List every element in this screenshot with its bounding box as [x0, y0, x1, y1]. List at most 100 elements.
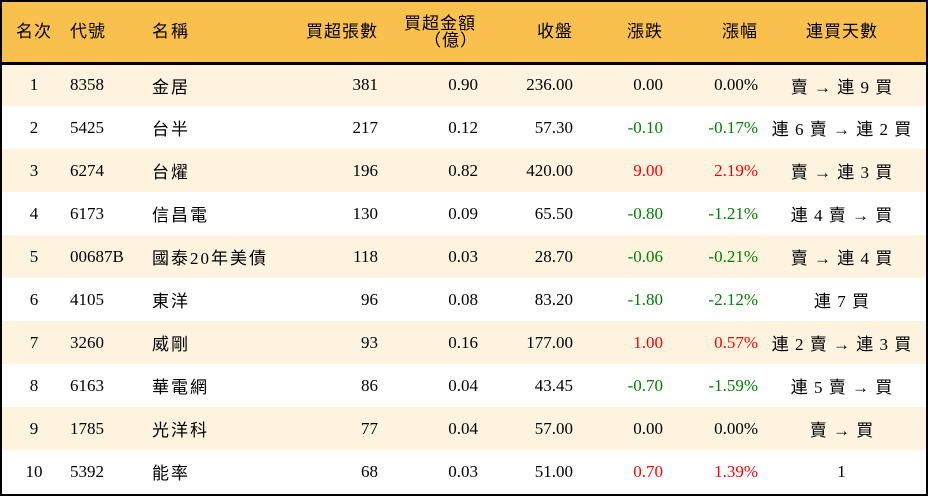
- table-row[interactable]: 2 5425 台半 217 0.12 57.30 -0.10 -0.17% 連 6 賣 → 連 …: [2, 106, 926, 149]
- stock-name-cell: 國泰20年美債: [152, 249, 268, 268]
- stock-code-cell: 1785: [70, 418, 104, 438]
- header-net-buy-amount: 買超金額 （億）: [378, 2, 478, 63]
- table-row[interactable]: 3 6274 台燿 196 0.82 420.00 9.00 2.19% 賣 → 連 3 買: [2, 149, 926, 192]
- change-pct-cell: -0.21%: [708, 246, 758, 266]
- net-buy-amount-cell: 0.04: [448, 375, 478, 395]
- change-cell: -1.80: [627, 289, 663, 309]
- stock-name-cell: 金居: [152, 77, 190, 97]
- change-cell: -0.06: [627, 246, 663, 266]
- close-price-cell: 177.00: [526, 332, 573, 352]
- stock-code-cell: 00687B: [70, 246, 124, 266]
- header-rank: 名次: [16, 22, 52, 42]
- consecutive-days-cell: 連 2 賣 → 連 3 買: [771, 335, 913, 354]
- stock-code-cell: 6163: [70, 375, 104, 395]
- change-pct-cell: -1.59%: [708, 375, 758, 395]
- net-buy-amount-cell: 0.16: [448, 332, 478, 352]
- change-cell: -0.70: [627, 375, 663, 395]
- net-buy-lots-cell: 86: [361, 375, 378, 395]
- stock-name-cell: 光洋科: [152, 421, 209, 440]
- header-row: 名次 代號 名稱 買超張數 買超金額 （億） 收盤 漲跌 漲幅 連買天數: [2, 2, 926, 63]
- change-cell: 0.00: [633, 418, 663, 438]
- table-row[interactable]: 4 6173 信昌電 130 0.09 65.50 -0.80 -1.21% 連 4 賣 → 買: [2, 192, 926, 235]
- change-cell: 1.00: [633, 332, 663, 352]
- net-buy-lots-cell: 118: [353, 246, 378, 266]
- net-buy-lots-cell: 381: [352, 75, 379, 95]
- close-price-cell: 236.00: [526, 75, 573, 95]
- net-buy-lots-cell: 130: [352, 203, 379, 223]
- stock-code-cell: 4105: [70, 289, 104, 309]
- header-net-buy-lots: 買超張數: [306, 22, 378, 42]
- table-row[interactable]: 8 6163 華電網 86 0.04 43.45 -0.70 -1.59% 連 5 賣 → 買: [2, 364, 926, 407]
- rank-cell: 4: [29, 203, 39, 223]
- stock-name-cell: 台燿: [152, 163, 190, 182]
- close-price-cell: 43.45: [534, 375, 573, 395]
- net-buy-amount-cell: 0.82: [448, 160, 478, 180]
- consecutive-days-cell: 賣 → 連 3 買: [790, 163, 894, 182]
- rank-cell: 9: [29, 418, 39, 438]
- net-buy-amount-cell: 0.12: [448, 117, 478, 137]
- table-row[interactable]: 9 1785 光洋科 77 0.04 57.00 0.00 0.00% 賣 → 買: [2, 407, 926, 450]
- change-pct-cell: -1.21%: [708, 203, 758, 223]
- table-row[interactable]: 7 3260 威剛 93 0.16 177.00 1.00 0.57% 連 2 賣 → 連 3 …: [2, 321, 926, 364]
- close-price-cell: 420.00: [526, 160, 573, 180]
- rank-cell: 2: [29, 117, 39, 137]
- consecutive-days-cell: 連 5 賣 → 買: [790, 378, 894, 397]
- close-price-cell: 28.70: [534, 246, 573, 266]
- table-row[interactable]: 10 5392 能率 68 0.03 51.00 0.70 1.39% 1: [2, 450, 926, 493]
- consecutive-days-cell: 連 6 賣 → 連 2 買: [771, 120, 913, 139]
- stock-name-cell: 華電網: [152, 378, 209, 397]
- rank-cell: 10: [25, 461, 43, 481]
- consecutive-days-cell: 連 7 買: [814, 292, 870, 311]
- rank-cell: 8: [29, 375, 39, 395]
- change-pct-cell: 2.19%: [714, 160, 758, 180]
- change-pct-cell: 1.39%: [714, 461, 758, 481]
- net-buy-amount-cell: 0.90: [448, 75, 478, 95]
- change-pct-cell: 0.00%: [714, 418, 758, 438]
- stock-code-cell: 6173: [70, 203, 104, 223]
- stock-code-cell: 3260: [70, 332, 104, 352]
- consecutive-days-cell: 連 4 賣 → 買: [790, 206, 894, 225]
- header-code: 代號: [70, 22, 106, 42]
- change-cell: 0.00: [633, 75, 663, 95]
- header-net-buy-amount-line1: 買超金額: [404, 13, 476, 33]
- change-cell: -0.80: [627, 203, 663, 223]
- net-buy-lots-cell: 77: [361, 418, 378, 438]
- stock-name-cell: 能率: [152, 464, 190, 483]
- close-price-cell: 57.30: [534, 117, 573, 137]
- header-close: 收盤: [537, 22, 573, 42]
- change-cell: -0.10: [627, 117, 663, 137]
- net-buy-amount-cell: 0.09: [448, 203, 478, 223]
- stock-code-cell: 5425: [70, 117, 104, 137]
- header-net-buy-amount-line2: （億）: [424, 30, 478, 50]
- net-buy-amount-cell: 0.03: [448, 461, 478, 481]
- net-buy-lots-cell: 68: [361, 461, 378, 481]
- close-price-cell: 83.20: [534, 289, 573, 309]
- table-row[interactable]: 1 8358 金居 381 0.90 236.00 0.00 0.00% 賣 → 連 9 買: [2, 63, 926, 106]
- rank-cell: 1: [29, 75, 39, 95]
- header-change-pct: 漲幅: [722, 22, 758, 42]
- consecutive-days-cell: 賣 → 連 4 買: [790, 249, 894, 268]
- net-buy-lots-cell: 196: [352, 160, 379, 180]
- stock-name-cell: 東洋: [152, 292, 190, 311]
- stock-name-cell: 台半: [152, 120, 190, 139]
- close-price-cell: 65.50: [534, 203, 573, 223]
- net-buy-lots-cell: 93: [361, 332, 378, 352]
- change-cell: 9.00: [633, 160, 663, 180]
- rank-cell: 7: [29, 332, 39, 352]
- stock-name-cell: 信昌電: [152, 206, 209, 225]
- change-pct-cell: -2.12%: [708, 289, 758, 309]
- rank-cell: 3: [29, 160, 39, 180]
- change-pct-cell: 0.57%: [714, 332, 758, 352]
- table-row[interactable]: 6 4105 東洋 96 0.08 83.20 -1.80 -2.12% 連 7 買: [2, 278, 926, 321]
- table-header: 名次 代號 名稱 買超張數 買超金額 （億） 收盤 漲跌 漲幅 連買天數: [2, 2, 926, 63]
- close-price-cell: 57.00: [534, 418, 573, 438]
- stock-code-cell: 6274: [70, 160, 104, 180]
- header-change: 漲跌: [627, 22, 663, 42]
- net-buy-amount-cell: 0.03: [448, 246, 478, 266]
- net-buy-lots-cell: 217: [352, 117, 379, 137]
- table-row[interactable]: 5 00687B 國泰20年美債 118 0.03 28.70 -0.06 -0.21% 賣 →…: [2, 235, 926, 278]
- net-buy-amount-cell: 0.04: [448, 418, 478, 438]
